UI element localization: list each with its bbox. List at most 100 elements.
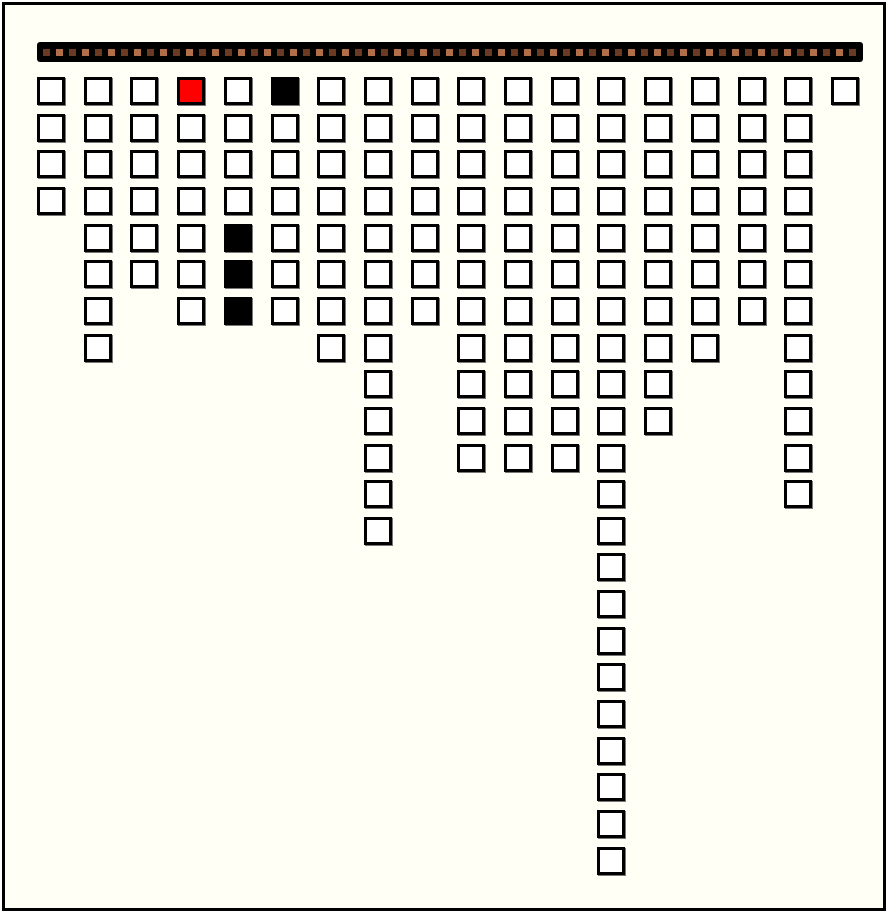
- cell[interactable]: [317, 150, 346, 179]
- cell[interactable]: [550, 150, 579, 179]
- cell[interactable]: [457, 77, 486, 105]
- cell[interactable]: [644, 260, 673, 289]
- cell[interactable]: [644, 223, 673, 252]
- cell[interactable]: [317, 113, 346, 142]
- cell[interactable]: [363, 77, 392, 105]
- cell[interactable]: [784, 480, 813, 509]
- cell[interactable]: [597, 773, 626, 802]
- cell[interactable]: [597, 590, 626, 619]
- cell[interactable]: [363, 406, 392, 435]
- cell[interactable]: [644, 406, 673, 435]
- cell[interactable]: [597, 406, 626, 435]
- cell[interactable]: [597, 113, 626, 142]
- cell[interactable]: [550, 186, 579, 215]
- cell[interactable]: [550, 113, 579, 142]
- cell[interactable]: [597, 810, 626, 838]
- cell[interactable]: [597, 150, 626, 179]
- cell[interactable]: [690, 333, 719, 362]
- cell[interactable]: [363, 480, 392, 509]
- cell[interactable]: [130, 113, 159, 142]
- cell[interactable]: [363, 516, 392, 545]
- cell[interactable]: [550, 223, 579, 252]
- cell[interactable]: [597, 443, 626, 472]
- cell[interactable]: [504, 223, 532, 252]
- cell[interactable]: [597, 846, 626, 875]
- cell[interactable]: [363, 333, 392, 362]
- cell[interactable]: [270, 223, 299, 252]
- cell[interactable]: [270, 150, 299, 179]
- cell[interactable]: [504, 296, 532, 325]
- cell[interactable]: [457, 260, 486, 289]
- cell[interactable]: [83, 333, 112, 362]
- cell[interactable]: [737, 186, 766, 215]
- cell[interactable]: [410, 186, 439, 215]
- cell[interactable]: [550, 333, 579, 362]
- cell[interactable]: [597, 663, 626, 692]
- cell[interactable]: [504, 186, 532, 215]
- cell[interactable]: [270, 296, 299, 325]
- cell[interactable]: [363, 296, 392, 325]
- cell-black[interactable]: [270, 77, 299, 105]
- cell[interactable]: [130, 150, 159, 179]
- cell[interactable]: [223, 77, 252, 105]
- cell[interactable]: [130, 186, 159, 215]
- cell[interactable]: [597, 223, 626, 252]
- cell[interactable]: [597, 626, 626, 655]
- cell[interactable]: [504, 370, 532, 399]
- cell[interactable]: [83, 186, 112, 215]
- cell[interactable]: [83, 296, 112, 325]
- cell[interactable]: [363, 186, 392, 215]
- cell[interactable]: [644, 333, 673, 362]
- cell[interactable]: [130, 260, 159, 289]
- cell[interactable]: [130, 77, 159, 105]
- cell[interactable]: [317, 260, 346, 289]
- cell[interactable]: [317, 296, 346, 325]
- cell[interactable]: [504, 406, 532, 435]
- cell[interactable]: [457, 443, 486, 472]
- cell[interactable]: [410, 150, 439, 179]
- cell[interactable]: [270, 260, 299, 289]
- cell-black[interactable]: [223, 223, 252, 252]
- cell[interactable]: [37, 150, 65, 179]
- cell[interactable]: [690, 150, 719, 179]
- cell[interactable]: [504, 443, 532, 472]
- cell-black[interactable]: [223, 260, 252, 289]
- cell[interactable]: [83, 77, 112, 105]
- cell[interactable]: [550, 77, 579, 105]
- cell[interactable]: [597, 296, 626, 325]
- cell[interactable]: [410, 223, 439, 252]
- cell[interactable]: [410, 296, 439, 325]
- cell[interactable]: [550, 260, 579, 289]
- cell[interactable]: [177, 186, 206, 215]
- cell[interactable]: [784, 296, 813, 325]
- cell[interactable]: [597, 553, 626, 582]
- cell[interactable]: [690, 296, 719, 325]
- cell[interactable]: [457, 223, 486, 252]
- cell[interactable]: [690, 113, 719, 142]
- cell[interactable]: [37, 113, 65, 142]
- cell[interactable]: [784, 150, 813, 179]
- cell[interactable]: [550, 370, 579, 399]
- cell[interactable]: [830, 77, 859, 105]
- cell[interactable]: [504, 260, 532, 289]
- cell[interactable]: [270, 186, 299, 215]
- cell[interactable]: [457, 370, 486, 399]
- cell[interactable]: [363, 443, 392, 472]
- cell[interactable]: [550, 406, 579, 435]
- cell[interactable]: [784, 443, 813, 472]
- cell[interactable]: [363, 223, 392, 252]
- cell-red[interactable]: [177, 77, 206, 105]
- cell[interactable]: [737, 223, 766, 252]
- cell[interactable]: [504, 150, 532, 179]
- cell[interactable]: [784, 370, 813, 399]
- cell[interactable]: [223, 186, 252, 215]
- cell-black[interactable]: [223, 296, 252, 325]
- cell[interactable]: [177, 113, 206, 142]
- cell[interactable]: [644, 370, 673, 399]
- cell[interactable]: [737, 77, 766, 105]
- cell[interactable]: [504, 77, 532, 105]
- cell[interactable]: [644, 150, 673, 179]
- cell[interactable]: [597, 260, 626, 289]
- cell[interactable]: [83, 223, 112, 252]
- cell[interactable]: [784, 186, 813, 215]
